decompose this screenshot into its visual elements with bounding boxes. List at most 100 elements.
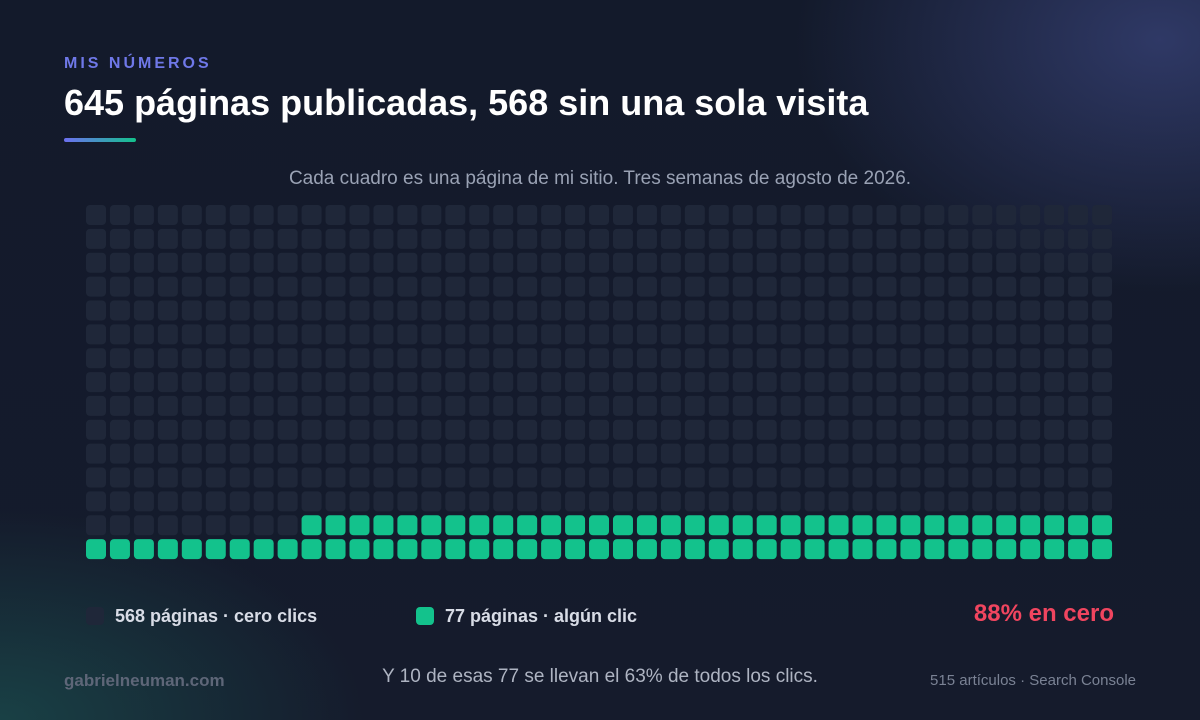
waffle-cell-zero xyxy=(373,252,394,273)
waffle-cell-zero xyxy=(181,395,202,416)
waffle-cell-zero xyxy=(86,443,106,464)
waffle-cell-clicked xyxy=(349,539,370,560)
waffle-cell-zero xyxy=(181,515,202,536)
waffle-cell-zero xyxy=(972,372,993,393)
waffle-cell-zero xyxy=(397,443,418,464)
waffle-cell-zero xyxy=(133,419,154,440)
waffle-cell-zero xyxy=(565,348,586,369)
waffle-cell-zero xyxy=(253,348,274,369)
waffle-cell-zero xyxy=(612,491,633,512)
waffle-cell-zero xyxy=(1044,395,1065,416)
waffle-cell-zero xyxy=(517,467,538,488)
waffle-cell-zero xyxy=(277,348,298,369)
waffle-cell-clicked xyxy=(732,515,753,536)
waffle-cell-clicked xyxy=(445,539,466,560)
waffle-cell-zero xyxy=(541,324,562,345)
waffle-cell-zero xyxy=(924,467,945,488)
waffle-cell-zero xyxy=(469,395,490,416)
waffle-cell-zero xyxy=(636,252,657,273)
waffle-cell-zero xyxy=(349,395,370,416)
waffle-cell-zero xyxy=(517,205,538,225)
waffle-cell-zero xyxy=(565,252,586,273)
waffle-cell-zero xyxy=(133,252,154,273)
waffle-cell-zero xyxy=(996,419,1017,440)
legend-swatch-click xyxy=(416,607,434,625)
waffle-cell-zero xyxy=(565,228,586,249)
waffle-cell-zero xyxy=(996,395,1017,416)
waffle-cell-zero xyxy=(636,228,657,249)
waffle-cell-zero xyxy=(996,443,1017,464)
waffle-cell-zero xyxy=(780,491,801,512)
waffle-cell-zero xyxy=(277,515,298,536)
waffle-cell-zero xyxy=(253,515,274,536)
waffle-cell-zero xyxy=(804,395,825,416)
waffle-cell-clicked xyxy=(852,539,873,560)
waffle-cell-zero xyxy=(253,467,274,488)
waffle-cell-clicked xyxy=(86,539,106,560)
waffle-cell-zero xyxy=(1092,395,1113,416)
waffle-cell-zero xyxy=(181,348,202,369)
waffle-cell-zero xyxy=(756,443,777,464)
waffle-cell-zero xyxy=(373,228,394,249)
waffle-cell-clicked xyxy=(1092,539,1113,560)
waffle-cell-zero xyxy=(589,372,610,393)
waffle-cell-zero xyxy=(349,372,370,393)
waffle-cell-zero xyxy=(900,372,921,393)
waffle-cell-zero xyxy=(469,372,490,393)
waffle-cell-zero xyxy=(636,324,657,345)
waffle-cell-zero xyxy=(541,348,562,369)
waffle-cell-zero xyxy=(133,324,154,345)
waffle-cell-zero xyxy=(1092,467,1113,488)
waffle-cell-zero xyxy=(493,443,514,464)
waffle-cell-zero xyxy=(804,467,825,488)
waffle-cell-zero xyxy=(229,419,250,440)
waffle-cell-zero xyxy=(181,419,202,440)
waffle-cell-zero xyxy=(253,419,274,440)
waffle-cell-zero xyxy=(684,252,705,273)
waffle-cell-zero xyxy=(660,491,681,512)
waffle-cell-zero xyxy=(229,491,250,512)
waffle-cell-zero xyxy=(900,228,921,249)
waffle-cell-zero xyxy=(924,395,945,416)
waffle-cell-zero xyxy=(157,372,178,393)
waffle-cell-zero xyxy=(229,515,250,536)
eyebrow-label: MIS NÚMEROS xyxy=(64,55,212,72)
waffle-cell-zero xyxy=(1044,419,1065,440)
waffle-cell-zero xyxy=(157,276,178,297)
waffle-cell-zero xyxy=(541,300,562,321)
waffle-cell-zero xyxy=(1020,443,1041,464)
waffle-cell-zero xyxy=(636,419,657,440)
waffle-cell-zero xyxy=(636,491,657,512)
waffle-cell-zero xyxy=(277,300,298,321)
waffle-cell-zero xyxy=(612,228,633,249)
waffle-cell-zero xyxy=(325,443,346,464)
footer-note: Y 10 de esas 77 se llevan el 63% de todo… xyxy=(382,666,818,687)
waffle-cell-zero xyxy=(229,467,250,488)
waffle-cell-zero xyxy=(589,419,610,440)
waffle-cell-zero xyxy=(157,348,178,369)
waffle-cell-zero xyxy=(277,252,298,273)
waffle-cell-zero xyxy=(900,395,921,416)
waffle-cell-clicked xyxy=(589,515,610,536)
waffle-cell-zero xyxy=(541,443,562,464)
waffle-cell-zero xyxy=(253,372,274,393)
waffle-cell-zero xyxy=(828,348,849,369)
waffle-cell-zero xyxy=(708,395,729,416)
waffle-cell-clicked xyxy=(636,515,657,536)
waffle-cell-zero xyxy=(828,276,849,297)
waffle-cell-zero xyxy=(1044,205,1065,225)
waffle-cell-zero xyxy=(1068,491,1089,512)
waffle-cell-zero xyxy=(900,324,921,345)
waffle-cell-clicked xyxy=(541,515,562,536)
waffle-cell-zero xyxy=(565,443,586,464)
waffle-cell-zero xyxy=(852,372,873,393)
waffle-cell-zero xyxy=(876,228,897,249)
waffle-cell-zero xyxy=(157,491,178,512)
legend-zero-label: 568 páginas · cero clics xyxy=(115,605,318,626)
waffle-cell-zero xyxy=(157,324,178,345)
waffle-cell-zero xyxy=(181,467,202,488)
waffle-cell-zero xyxy=(325,419,346,440)
waffle-cell-zero xyxy=(589,252,610,273)
waffle-cell-zero xyxy=(756,252,777,273)
waffle-cell-zero xyxy=(397,419,418,440)
